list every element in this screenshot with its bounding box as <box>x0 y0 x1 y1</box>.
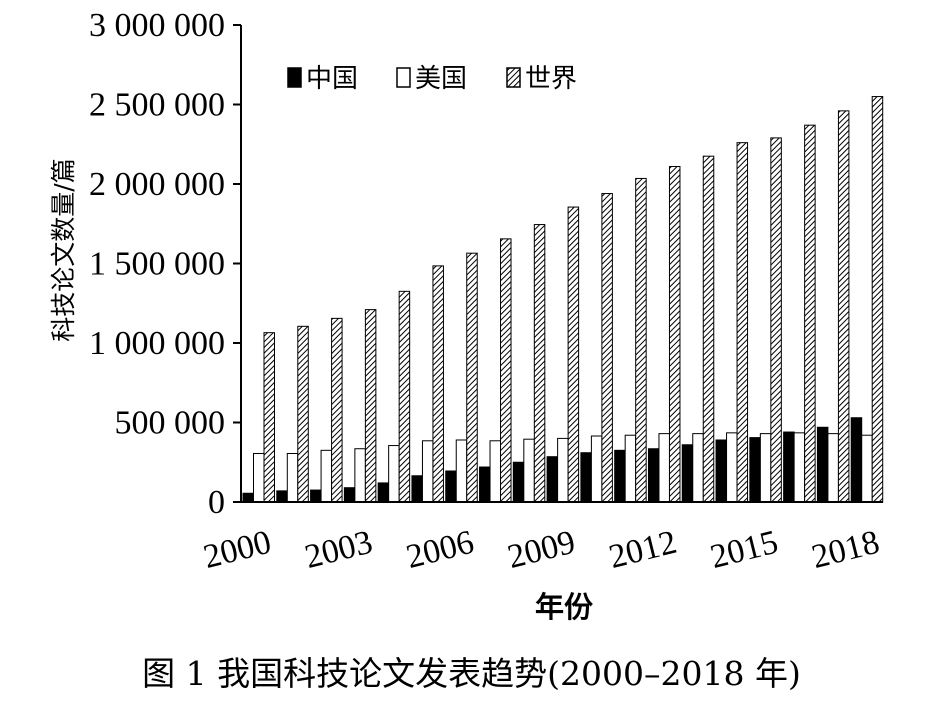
bar-中国-2010 <box>580 452 592 503</box>
bar-中国-2004 <box>377 482 390 503</box>
bar-世界-2016 <box>804 124 816 503</box>
bar-世界-2003 <box>364 309 377 503</box>
bar-世界-2011 <box>635 177 647 503</box>
bar-美国-2011 <box>624 434 637 503</box>
legend-label-世界: 世界 <box>525 64 577 94</box>
y-axis-label: 科技论文数量/篇 <box>49 158 78 341</box>
bar-美国-2012 <box>658 433 670 503</box>
bar-美国-2006 <box>455 439 468 503</box>
bar-世界-2000 <box>263 332 275 503</box>
bar-世界-2014 <box>736 142 749 503</box>
y-tick-label: 3 000 000 <box>89 7 225 44</box>
y-axis: 0 500 000 1 000 000 1 500 000 2 000 000 2 500… <box>89 7 242 521</box>
bars-group <box>242 96 884 503</box>
bar-世界-2012 <box>668 166 681 503</box>
bar-世界-2002 <box>331 317 343 503</box>
bar-中国-2012 <box>647 448 660 503</box>
bar-中国-2013 <box>681 444 694 503</box>
legend-swatch-美国 <box>396 67 411 88</box>
y-tick-label: 0 <box>208 484 225 521</box>
bar-世界-2018 <box>871 96 884 503</box>
legend-swatch-中国 <box>287 67 302 88</box>
x-axis-label: 年份 <box>535 590 593 624</box>
y-tick-label: 1 500 000 <box>89 246 225 283</box>
legend-swatch-世界 <box>506 67 521 88</box>
bar-中国-2006 <box>445 470 457 503</box>
bar-世界-2006 <box>466 252 478 503</box>
y-tick-label: 2 500 000 <box>89 87 225 124</box>
bar-世界-2004 <box>398 290 411 503</box>
bar-美国-2005 <box>421 440 434 503</box>
bar-美国-2013 <box>692 433 704 503</box>
bar-美国-2010 <box>590 435 603 503</box>
bar-中国-2000 <box>242 492 254 503</box>
x-axis: 2000 2003 2006 2009 2012 2015 2018 <box>200 501 883 576</box>
x-tick-label: 2000 <box>200 524 275 576</box>
bar-中国-2009 <box>546 456 559 503</box>
y-tick-label: 2 000 000 <box>89 166 225 203</box>
y-tick-label: 1 000 000 <box>89 325 225 362</box>
bar-中国-2005 <box>411 475 423 503</box>
bar-世界-2010 <box>601 193 613 503</box>
bar-中国-2002 <box>310 489 322 503</box>
bar-世界-2017 <box>837 110 850 503</box>
bar-中国-2011 <box>614 449 626 503</box>
bar-中国-2014 <box>715 439 728 503</box>
bar-世界-2007 <box>500 238 512 503</box>
bar-中国-2001 <box>276 490 288 503</box>
bar-世界-2005 <box>432 265 444 503</box>
bar-中国-2015 <box>749 437 761 503</box>
bar-中国-2017 <box>816 426 829 503</box>
bar-美国-2018 <box>861 434 873 503</box>
x-tick-label: 2018 <box>808 524 883 576</box>
bar-美国-2004 <box>388 445 400 503</box>
bar-世界-2008 <box>533 224 546 503</box>
bar-中国-2008 <box>512 461 525 503</box>
figure-caption: 图 1 我国科技论文发表趋势(2000–2018 年) <box>142 654 801 693</box>
bar-美国-2007 <box>489 440 502 503</box>
y-tick-label: 500 000 <box>115 405 226 442</box>
bar-美国-2015 <box>759 433 772 503</box>
legend-label-中国: 中国 <box>306 64 358 94</box>
bar-美国-2008 <box>523 438 535 503</box>
bar-美国-2017 <box>827 433 839 503</box>
bar-美国-2016 <box>793 432 806 503</box>
legend: 中国 美国 世界 <box>287 64 577 94</box>
bar-中国-2016 <box>783 431 795 503</box>
bar-美国-2009 <box>557 437 569 503</box>
bar-世界-2015 <box>770 137 782 503</box>
bar-美国-2000 <box>253 453 265 503</box>
x-tick-label: 2006 <box>403 524 478 576</box>
bar-中国-2018 <box>850 417 863 503</box>
bar-美国-2003 <box>354 448 366 503</box>
x-tick-label: 2012 <box>605 524 680 576</box>
bar-美国-2001 <box>286 453 299 503</box>
x-tick-label: 2009 <box>504 524 579 576</box>
bar-世界-2013 <box>702 155 715 503</box>
legend-label-美国: 美国 <box>415 64 467 94</box>
bar-美国-2002 <box>320 449 333 503</box>
x-tick-label: 2003 <box>301 524 376 576</box>
bar-中国-2007 <box>479 466 491 503</box>
bar-世界-2009 <box>567 206 580 503</box>
bar-中国-2003 <box>343 487 356 503</box>
bar-世界-2001 <box>297 325 309 503</box>
bar-美国-2014 <box>726 432 738 503</box>
x-tick-label: 2015 <box>707 524 782 576</box>
